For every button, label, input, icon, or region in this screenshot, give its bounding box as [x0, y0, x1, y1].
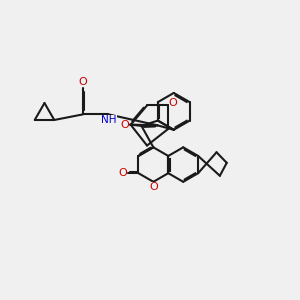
Text: O: O — [118, 168, 127, 178]
Text: O: O — [121, 120, 129, 130]
Text: O: O — [169, 98, 178, 108]
Text: NH: NH — [101, 115, 117, 125]
Text: NH: NH — [101, 115, 117, 125]
Text: O: O — [150, 182, 158, 192]
Text: O: O — [79, 77, 88, 87]
